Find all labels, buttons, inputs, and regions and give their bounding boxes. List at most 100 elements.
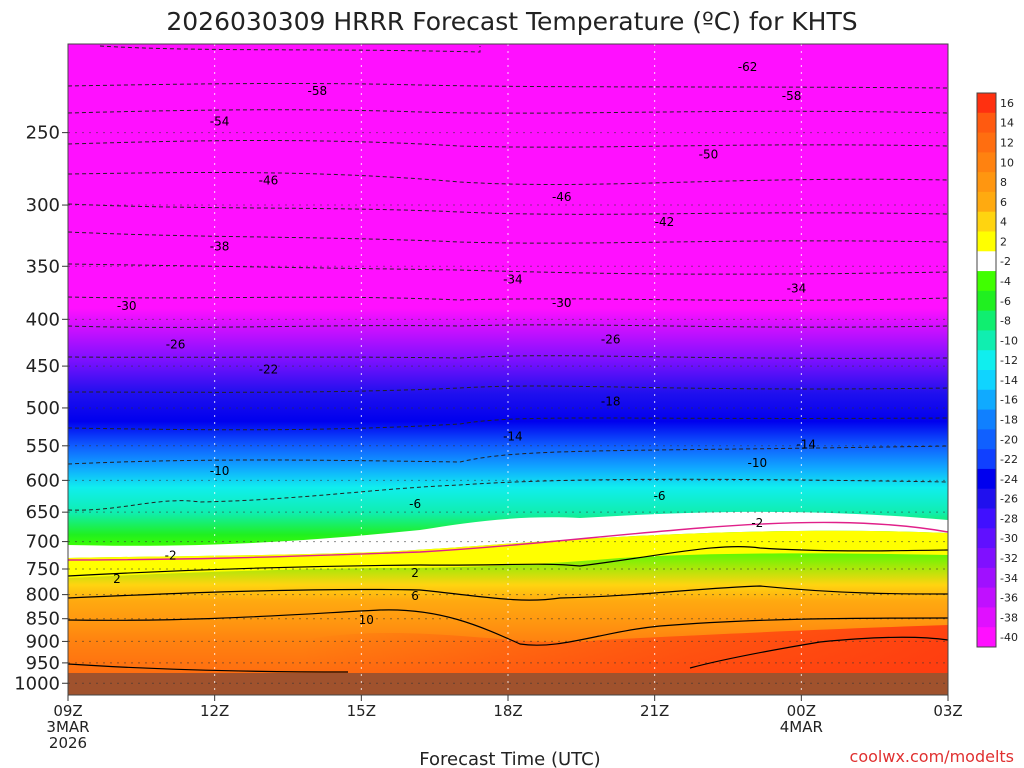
- isotherm-line: [68, 140, 948, 148]
- isotherm-line: [68, 109, 948, 114]
- colorbar-swatch: [977, 409, 996, 430]
- isotherm-label: -34: [503, 273, 523, 287]
- colorbar-label: 10: [1000, 156, 1014, 169]
- colorbar-swatch: [977, 211, 996, 232]
- colorbar-swatch: [977, 271, 996, 292]
- isotherm-label: -46: [552, 190, 572, 204]
- isotherm-label: 6: [411, 589, 419, 603]
- isotherm-label: -26: [166, 337, 186, 351]
- isotherm-label: -54: [210, 114, 230, 128]
- temperature-field: [68, 44, 948, 695]
- isotherm-label: -14: [796, 437, 816, 451]
- colorbar-label: -4: [1000, 275, 1011, 288]
- isotherm-line: [99, 45, 481, 53]
- colorbar-label: -12: [1000, 354, 1018, 367]
- colorbar-label: 14: [1000, 117, 1014, 130]
- colorbar-label: -36: [1000, 592, 1018, 605]
- isotherm-label: -46: [259, 173, 279, 187]
- colorbar-label: -24: [1000, 473, 1018, 486]
- isotherm-label: -2: [751, 516, 763, 530]
- isotherm-label: -42: [655, 215, 675, 229]
- isotherm-labels: -62-58 -58-54-50-46-46-42-38-34-34-30 -30-…: [113, 60, 816, 627]
- pink-zero-line: [68, 521, 948, 561]
- colorbar-swatch: [977, 310, 996, 331]
- below-ground: [68, 673, 948, 695]
- colorbar-label: 16: [1000, 97, 1014, 110]
- colorbar-swatch: [977, 488, 996, 509]
- colorbar-label: -14: [1000, 374, 1018, 387]
- colorbar-swatch: [977, 548, 996, 569]
- x-tick-label: 15Z: [347, 702, 376, 720]
- x-tick-date: 3MAR: [46, 718, 89, 736]
- colorbar-label: 2: [1000, 235, 1007, 248]
- y-axis: 2503003504004505005506006507007508008509…: [14, 123, 68, 694]
- isotherm-label: 10: [359, 613, 374, 627]
- isotherm-label: -50: [699, 147, 719, 161]
- y-tick-label: 250: [26, 123, 60, 144]
- isotherm-label: -10: [210, 464, 230, 478]
- x-tick-label: 03Z: [933, 702, 962, 720]
- isotherm-label: 2: [411, 566, 419, 580]
- y-tick-label: 350: [26, 256, 60, 277]
- colorbar-label: -40: [1000, 631, 1018, 644]
- colorbar-swatch: [977, 251, 996, 272]
- colorbar-swatch: [977, 172, 996, 193]
- colorbar-label: -20: [1000, 433, 1018, 446]
- x-tick-label: 09Z: [53, 702, 82, 720]
- colorbar-swatch: [977, 93, 996, 114]
- y-tick-label: 600: [26, 470, 60, 491]
- isotherm-label: -6: [409, 497, 421, 511]
- colorbar-swatch: [977, 152, 996, 173]
- isotherm-line: [68, 82, 948, 89]
- isotherm-lines: [68, 45, 948, 511]
- isotherm-label: -2: [165, 549, 177, 563]
- y-tick-label: 1000: [14, 673, 60, 694]
- colorbar-label: -8: [1000, 315, 1011, 328]
- isotherm-line: [68, 385, 948, 393]
- colorbar-label: -28: [1000, 512, 1018, 525]
- isotherm-label: -14: [503, 429, 523, 443]
- isotherm-line: [68, 203, 948, 215]
- colorbar-label: -26: [1000, 493, 1018, 506]
- colorbar-label: 8: [1000, 176, 1007, 189]
- x-tick-label: 00Z: [787, 702, 816, 720]
- credit-link[interactable]: coolwx.com/modelts: [850, 747, 1014, 766]
- colorbar-label: -38: [1000, 611, 1018, 624]
- colorbar-label: -6: [1000, 295, 1011, 308]
- colorbar-label: 12: [1000, 136, 1014, 149]
- colorbar-swatch: [977, 370, 996, 391]
- colorbar-swatch: [977, 132, 996, 153]
- y-tick-label: 400: [26, 309, 60, 330]
- y-tick-label: 750: [26, 559, 60, 580]
- y-tick-label: 850: [26, 609, 60, 630]
- y-tick-label: 700: [26, 532, 60, 553]
- isotherm-line: [68, 171, 948, 186]
- colorbar-swatch: [977, 290, 996, 312]
- colorbar-swatch: [977, 231, 996, 252]
- colorbar-label: -32: [1000, 552, 1018, 565]
- colorbar-label: -34: [1000, 572, 1018, 585]
- isotherm-label: -10: [748, 456, 768, 470]
- isotherm-line: [68, 478, 948, 511]
- isotherm-label: -58: [782, 89, 802, 103]
- colorbar-label: -16: [1000, 394, 1018, 407]
- isotherm-line: [68, 324, 948, 328]
- y-tick-label: 950: [26, 653, 60, 674]
- isotherm-label: -38: [210, 239, 230, 253]
- positive-isotherms: [68, 545, 948, 673]
- isotherm-line: [68, 545, 948, 577]
- x-tick-year: 2026: [49, 734, 87, 752]
- isotherm-line: [68, 296, 948, 301]
- isotherm-label: -30: [552, 296, 572, 310]
- chart-title: 2026030309 HRRR Forecast Temperature (ºC…: [166, 7, 857, 36]
- isotherm-line: [68, 355, 948, 359]
- isotherm-label: -58: [308, 84, 328, 98]
- isotherm-line: [68, 585, 948, 601]
- isotherm-line: [68, 609, 948, 646]
- y-tick-label: 500: [26, 398, 60, 419]
- colorbar-swatch: [977, 330, 996, 351]
- y-tick-label: 800: [26, 585, 60, 606]
- colorbar-label: 6: [1000, 196, 1007, 209]
